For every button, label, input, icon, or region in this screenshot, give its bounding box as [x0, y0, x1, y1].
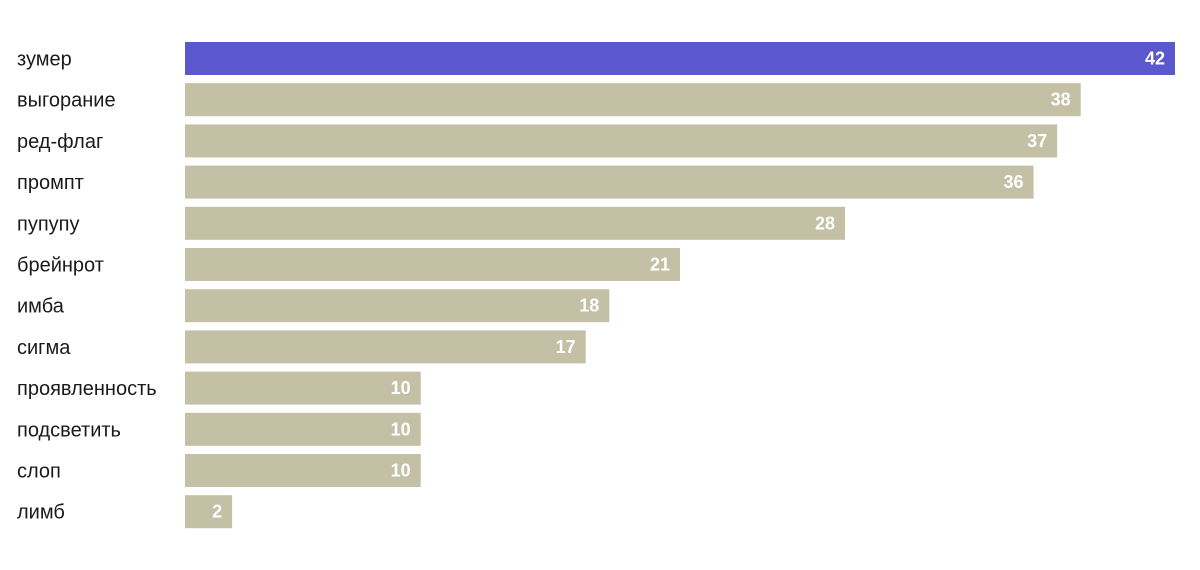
value-label: 10 [391, 378, 411, 398]
value-label: 10 [391, 419, 411, 439]
value-label: 28 [815, 213, 835, 233]
category-label: подсветить [17, 419, 121, 441]
bar [185, 206, 845, 240]
value-label: 38 [1051, 90, 1071, 110]
category-label: лимб [17, 502, 65, 524]
value-label: 2 [212, 502, 222, 522]
bar-row: ред-флаг 37 [17, 124, 1058, 158]
bar-row: слоп 10 [17, 454, 421, 487]
bar [185, 330, 586, 364]
category-label: брейнрот [17, 255, 104, 277]
bar [185, 124, 1058, 158]
bar [185, 289, 610, 323]
category-label: ред-флаг [17, 131, 103, 153]
category-label: зумер [17, 49, 72, 71]
value-label: 17 [556, 337, 576, 357]
bar-highlighted [185, 42, 1175, 75]
bar-row: проявленность 10 [17, 371, 421, 405]
category-label: имба [17, 296, 65, 318]
bar-row: выгорание 38 [17, 83, 1081, 117]
category-label: проявленность [17, 378, 157, 400]
category-label: сигма [17, 337, 71, 359]
bar-row: подсветить 10 [17, 412, 421, 446]
category-label: слоп [17, 461, 61, 483]
bar-row: лимб 2 [17, 495, 233, 529]
value-label: 10 [391, 461, 411, 481]
bar [185, 248, 680, 281]
value-label: 21 [650, 255, 670, 275]
bar [185, 83, 1081, 117]
bar-row: зумер 42 [17, 42, 1175, 75]
bar-row: брейнрот 21 [17, 248, 680, 281]
category-label: пупупу [17, 213, 80, 235]
value-label: 36 [1004, 172, 1024, 192]
category-label: выгорание [17, 90, 116, 112]
bar-row: имба 18 [17, 289, 610, 323]
bar [185, 371, 421, 405]
bar [185, 412, 421, 446]
bar-row: сигма 17 [17, 330, 586, 364]
category-label: промпт [17, 172, 84, 194]
bar-row: промпт 36 [17, 165, 1034, 199]
value-label: 42 [1145, 49, 1165, 69]
bar [185, 454, 421, 487]
bar-row: пупупу 28 [17, 206, 845, 240]
value-label: 18 [579, 296, 599, 316]
bar [185, 495, 233, 529]
value-label: 37 [1027, 131, 1047, 151]
bar [185, 165, 1034, 199]
